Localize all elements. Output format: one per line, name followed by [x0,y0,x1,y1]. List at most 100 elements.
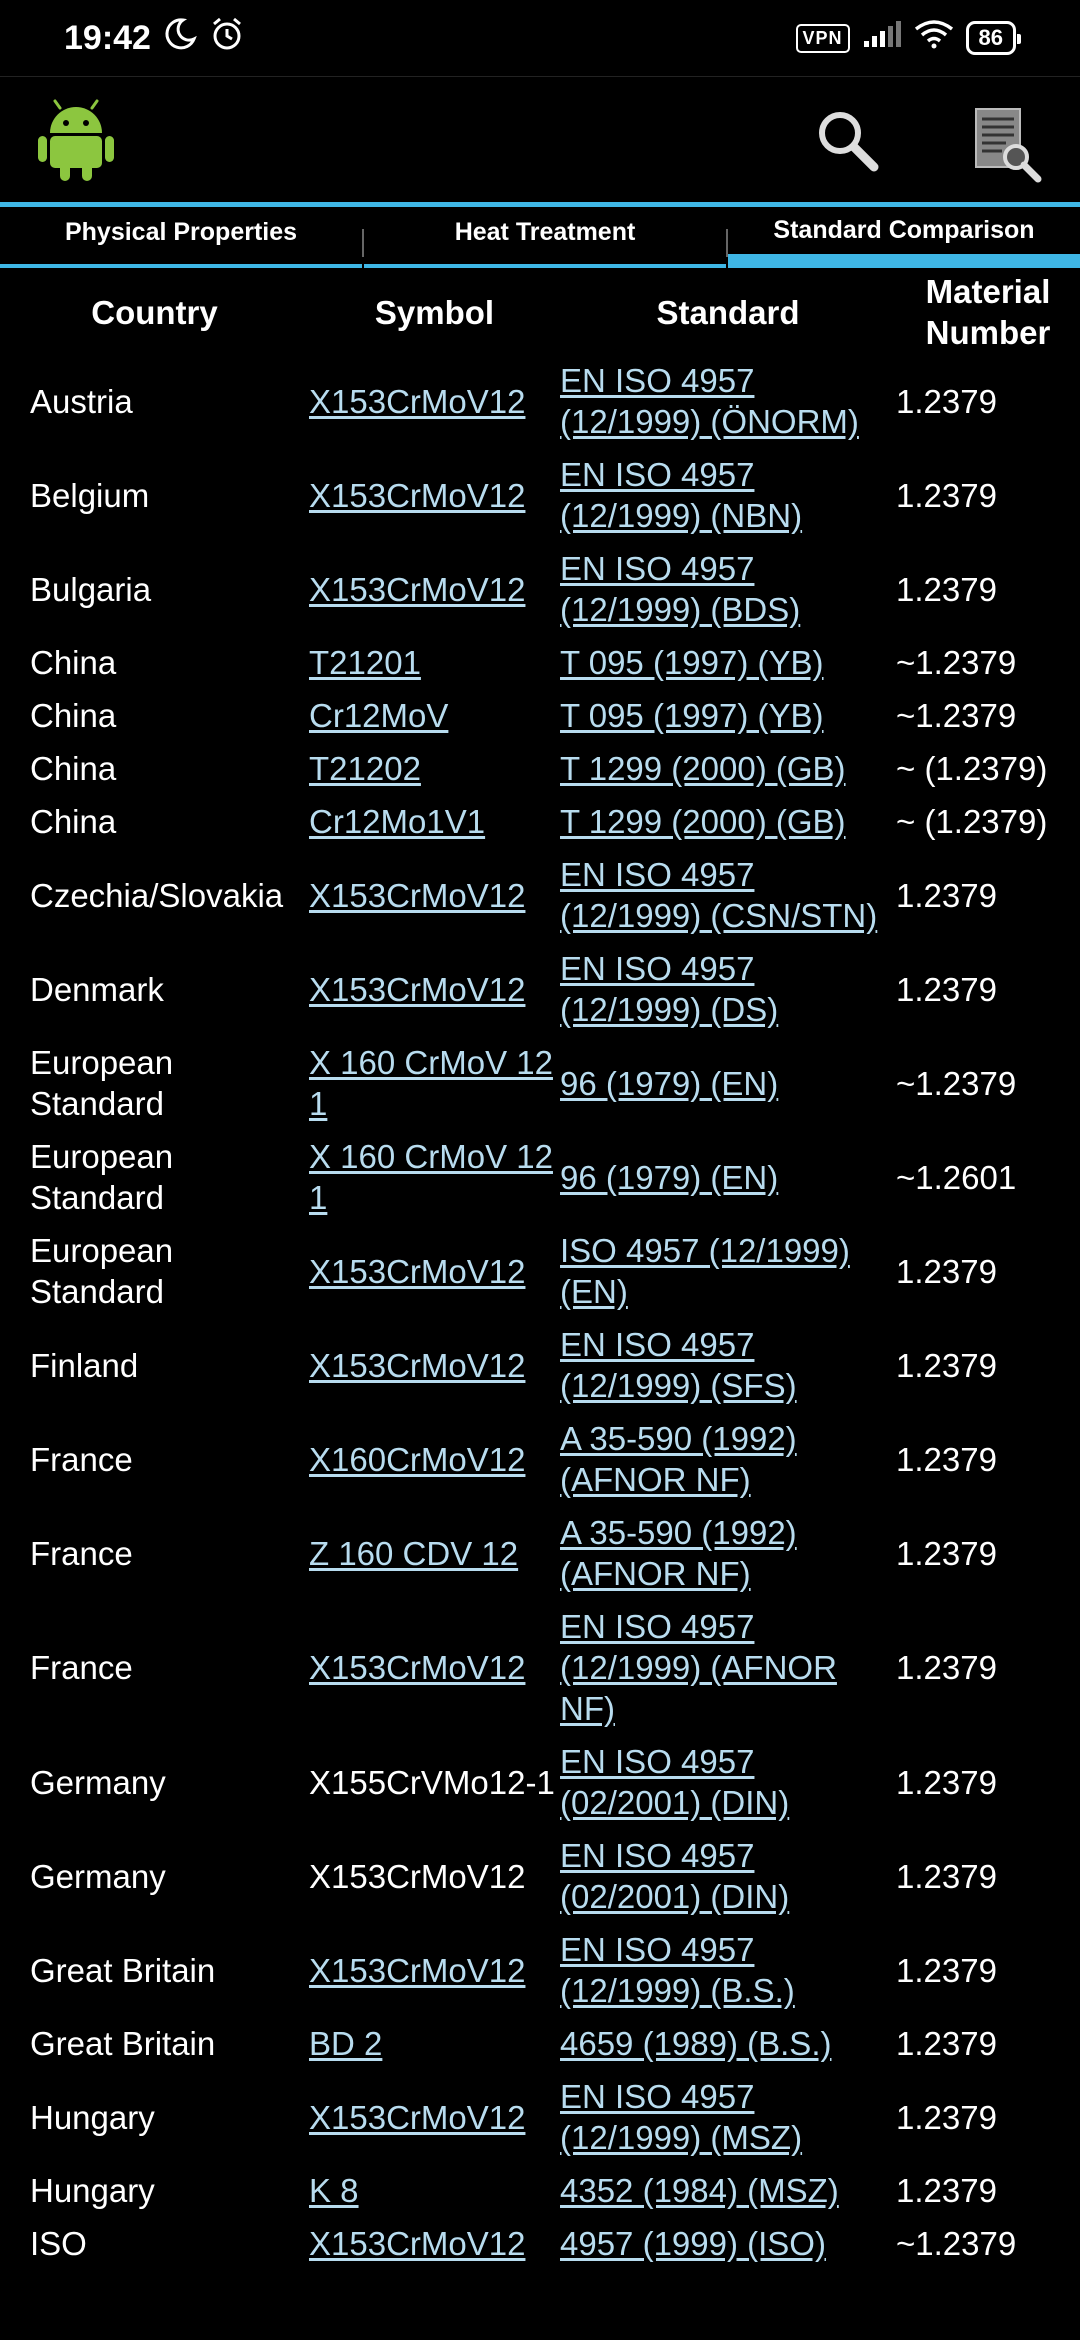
standard-link[interactable]: EN ISO 4957 (12/1999) (CSN/STN) [560,856,878,934]
symbol-text: X153CrMoV12 [309,1857,526,1895]
table-row: China T21201 T 095 (1997) (YB) ~1.2379 [0,636,1080,689]
symbol-link[interactable]: X 160 CrMoV 12 1 [309,1044,553,1122]
symbol-link[interactable]: Z 160 CDV 12 [309,1534,519,1572]
standard-link[interactable]: 96 (1979) (EN) [560,1064,779,1102]
symbol-cell: X160CrMoV12 [309,1412,560,1506]
table-row: Hungary X153CrMoV12 EN ISO 4957 (12/1999) … [0,2070,1080,2164]
standard-link[interactable]: EN ISO 4957 (02/2001) (DIN) [560,1743,790,1821]
symbol-cell: X153CrMoV12 [309,448,560,542]
symbol-cell: X153CrMoV12 [309,354,560,448]
tab-physical-properties[interactable]: Physical Properties [0,207,362,268]
standard-link[interactable]: EN ISO 4957 (12/1999) (NBN) [560,456,803,534]
symbol-link[interactable]: X160CrMoV12 [309,1440,526,1478]
standard-link[interactable]: EN ISO 4957 (12/1999) (SFS) [560,1326,797,1404]
country-cell: China [30,697,117,734]
standard-cell: EN ISO 4957 (12/1999) (AFNOR NF) [560,1600,896,1735]
symbol-link[interactable]: K 8 [309,2172,359,2209]
document-search-icon[interactable] [972,107,1044,188]
material-number-cell: 1.2379 [896,970,997,1008]
table-row: European Standard X153CrMoV12 ISO 4957 (12… [0,1224,1080,1318]
symbol-cell: X153CrMoV12 [309,2217,560,2270]
table-row: European Standard X 160 CrMoV 12 1 96 (197… [0,1036,1080,1130]
symbol-link[interactable]: X153CrMoV12 [309,570,526,608]
country-cell: European Standard [30,1232,174,1310]
material-number-cell: ~ (1.2379) [896,750,1048,787]
standard-link[interactable]: T 095 (1997) (YB) [560,697,824,734]
country-cell: European Standard [30,1138,174,1216]
standard-link[interactable]: A 35-590 (1992) (AFNOR NF) [560,1514,797,1592]
tab-standard-comparison[interactable]: Standard Comparison [728,207,1080,268]
symbol-link[interactable]: X153CrMoV12 [309,1649,526,1686]
standard-link[interactable]: T 1299 (2000) (GB) [560,750,846,787]
symbol-link[interactable]: BD 2 [309,2025,383,2062]
table-row: China Cr12MoV T 095 (1997) (YB) ~1.2379 [0,689,1080,742]
symbol-link[interactable]: T21202 [309,750,421,787]
standard-link[interactable]: EN ISO 4957 (12/1999) (MSZ) [560,2078,803,2156]
table-row: Germany X153CrMoV12 EN ISO 4957 (02/2001) … [0,1829,1080,1923]
standard-link[interactable]: T 1299 (2000) (GB) [560,803,846,840]
material-number-cell: ~1.2379 [896,1064,1017,1102]
header-symbol: Symbol [374,293,495,331]
symbol-cell: Z 160 CDV 12 [309,1506,560,1600]
symbol-link[interactable]: X153CrMoV12 [309,1951,526,1989]
symbol-cell: X153CrMoV12 [309,542,560,636]
moon-icon [163,17,197,60]
material-number-cell: 1.2379 [896,1951,997,1989]
symbol-cell: X153CrMoV12 [309,1829,560,1923]
header-country: Country [91,293,218,331]
standard-link[interactable]: 4957 (1999) (ISO) [560,2225,826,2262]
symbol-link[interactable]: X153CrMoV12 [309,970,526,1008]
symbol-link[interactable]: Cr12MoV [309,697,449,734]
symbol-link[interactable]: T21201 [309,644,421,681]
table-row: European Standard X 160 CrMoV 12 1 96 (197… [0,1130,1080,1224]
status-bar: 19:42 VPN 86 [0,0,1080,76]
material-number-cell: 1.2379 [896,476,997,514]
search-icon[interactable] [814,107,880,178]
standard-link[interactable]: EN ISO 4957 (02/2001) (DIN) [560,1837,790,1915]
standard-cell: A 35-590 (1992) (AFNOR NF) [560,1506,896,1600]
country-cell: Denmark [30,970,164,1008]
standard-link[interactable]: ISO 4957 (12/1999) (EN) [560,1232,850,1310]
standard-link[interactable]: 4659 (1989) (B.S.) [560,2025,832,2062]
standard-cell: 96 (1979) (EN) [560,1130,896,1224]
material-number-cell: 1.2379 [896,2098,997,2136]
standard-link[interactable]: A 35-590 (1992) (AFNOR NF) [560,1420,797,1498]
standard-link[interactable]: EN ISO 4957 (12/1999) (AFNOR NF) [560,1608,837,1727]
standard-link[interactable]: EN ISO 4957 (12/1999) (B.S.) [560,1931,795,2009]
material-number-cell: 1.2379 [896,1649,997,1686]
table-header-row: Country Symbol Standard Material Number [0,270,1080,354]
material-number-cell: 1.2379 [896,382,997,420]
symbol-link[interactable]: X153CrMoV12 [309,2098,526,2136]
table-row: France Z 160 CDV 12 A 35-590 (1992) (AFNOR… [0,1506,1080,1600]
standard-link[interactable]: T 095 (1997) (YB) [560,644,824,681]
symbol-link[interactable]: X153CrMoV12 [309,2225,526,2262]
table-row: Hungary K 8 4352 (1984) (MSZ) 1.2379 [0,2164,1080,2217]
standard-cell: EN ISO 4957 (02/2001) (DIN) [560,1829,896,1923]
standard-link[interactable]: EN ISO 4957 (12/1999) (BDS) [560,550,801,628]
symbol-link[interactable]: X153CrMoV12 [309,1346,526,1384]
country-cell: European Standard [30,1044,174,1122]
symbol-cell: X 160 CrMoV 12 1 [309,1036,560,1130]
comparison-table-container[interactable]: Country Symbol Standard Material Number … [0,270,1080,2270]
tab-heat-treatment[interactable]: Heat Treatment [364,207,726,268]
standard-cell: A 35-590 (1992) (AFNOR NF) [560,1412,896,1506]
symbol-link[interactable]: X153CrMoV12 [309,876,526,914]
standard-link[interactable]: EN ISO 4957 (12/1999) (ÖNORM) [560,362,859,440]
material-number-cell: 1.2379 [896,876,997,914]
symbol-link[interactable]: X153CrMoV12 [309,1252,526,1290]
symbol-link[interactable]: X153CrMoV12 [309,476,526,514]
vpn-badge: VPN [795,23,850,53]
material-number-cell: 1.2379 [896,1252,997,1290]
standard-link[interactable]: 96 (1979) (EN) [560,1158,779,1196]
standard-link[interactable]: 4352 (1984) (MSZ) [560,2172,839,2209]
standard-link[interactable]: EN ISO 4957 (12/1999) (DS) [560,950,779,1028]
symbol-link[interactable]: X153CrMoV12 [309,382,526,420]
symbol-link[interactable]: X 160 CrMoV 12 1 [309,1138,553,1216]
standard-cell: EN ISO 4957 (12/1999) (ÖNORM) [560,354,896,448]
country-cell: France [30,1534,133,1572]
table-row: China Cr12Mo1V1 T 1299 (2000) (GB) ~ (1.237… [0,795,1080,848]
android-logo-icon[interactable] [38,99,114,188]
country-cell: Great Britain [30,1951,216,1989]
symbol-cell: X153CrMoV12 [309,1224,560,1318]
symbol-link[interactable]: Cr12Mo1V1 [309,803,486,840]
